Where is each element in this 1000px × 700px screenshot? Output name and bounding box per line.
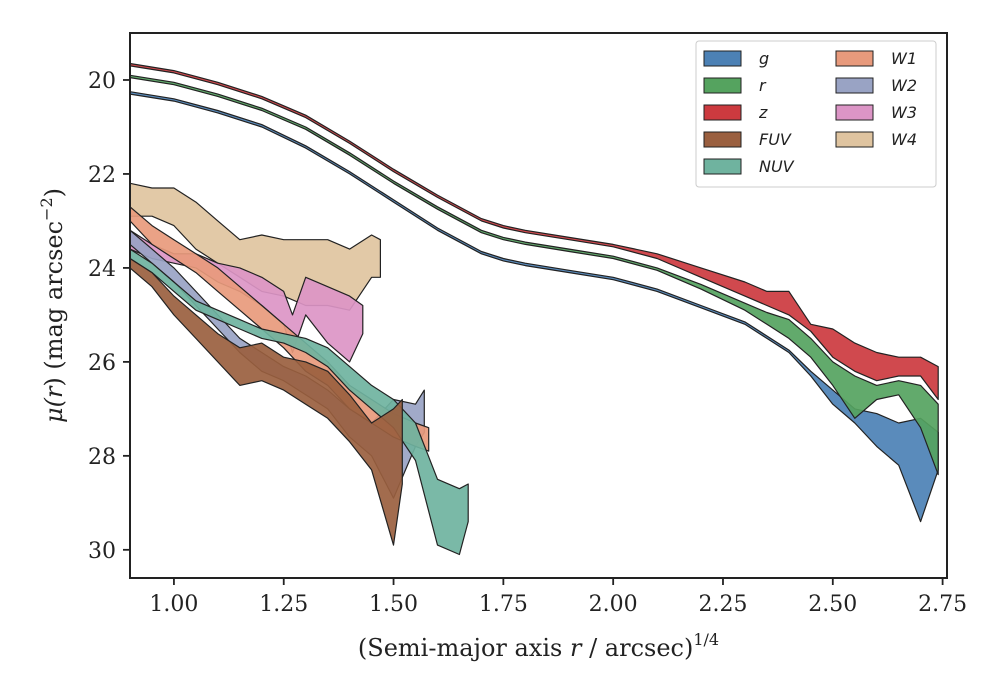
- legend-swatch-nuv: [703, 158, 742, 175]
- legend-label-z: z: [758, 103, 768, 122]
- x-axis-label-rest: / arcsec): [581, 634, 693, 662]
- legend-swatch-g: [703, 50, 742, 67]
- band-r: [130, 74, 939, 476]
- x-tick-label: 2.50: [808, 592, 857, 617]
- band-nuv: [130, 248, 469, 556]
- band-fuv: [130, 257, 403, 546]
- legend-swatch-r: [703, 77, 742, 94]
- plot-frame: [129, 32, 948, 579]
- x-tick-label: 1.75: [479, 592, 528, 617]
- y-axis-label-close: ): [40, 188, 68, 197]
- x-tick-label: 1.50: [369, 592, 418, 617]
- legend-swatch-w4: [835, 131, 874, 148]
- y-axis-label-exponent: −2: [37, 197, 56, 221]
- x-axis-label-var: r: [570, 634, 583, 662]
- y-axis-label: μ(r) (mag arcsec−2): [37, 188, 68, 423]
- legend-label-nuv: NUV: [759, 157, 795, 176]
- legend: grz FUV NUV W1 W2 W3 W4: [695, 40, 937, 188]
- legend-label-w2: W2: [891, 76, 917, 95]
- x-axis-label-main: (Semi-major axis: [358, 634, 570, 662]
- y-tick-label: 26: [88, 351, 116, 376]
- x-tick-label: 2.25: [698, 592, 747, 617]
- y-axis-label-var: r: [40, 385, 68, 398]
- y-tick-label: 22: [88, 163, 116, 188]
- y-tick-label: 28: [88, 445, 116, 470]
- x-tick-label: 1.00: [149, 592, 198, 617]
- legend-label-w4: W4: [891, 130, 917, 149]
- y-tick-label: 20: [88, 69, 116, 94]
- legend-swatch-w2: [835, 77, 874, 94]
- legend-label-w3: W3: [891, 103, 917, 122]
- y-tick-label: 24: [88, 257, 116, 282]
- legend-label-r: r: [759, 76, 767, 95]
- legend-swatch-fuv: [703, 131, 742, 148]
- x-tick-label: 1.25: [259, 592, 308, 617]
- legend-label-g: g: [759, 49, 769, 68]
- legend-swatch-w3: [835, 104, 874, 121]
- x-tick-label: 2.00: [589, 592, 638, 617]
- x-axis-label-exponent: 1/4: [693, 630, 719, 649]
- y-axis-label-main: μ(: [40, 397, 68, 423]
- y-axis-label-rest: ) (mag arcsec: [40, 221, 68, 387]
- plot-area: [130, 62, 939, 556]
- x-axis: 1.00 1.25 1.50 1.75 2.00 2.25 2.50 2.75: [149, 578, 967, 617]
- x-axis-label: (Semi-major axis r / arcsec)1/4: [358, 630, 719, 662]
- y-axis: 20 22 24 26 28 30: [88, 69, 130, 564]
- x-tick-label: 2.75: [918, 592, 967, 617]
- legend-swatch-z: [703, 104, 742, 121]
- legend-label-w1: W1: [891, 49, 917, 68]
- band-z: [130, 62, 939, 401]
- y-tick-label: 30: [88, 539, 116, 564]
- band-w4: [130, 182, 381, 311]
- legend-swatch-w1: [835, 50, 874, 67]
- legend-label-fuv: FUV: [759, 130, 792, 149]
- legend-box: [695, 40, 937, 188]
